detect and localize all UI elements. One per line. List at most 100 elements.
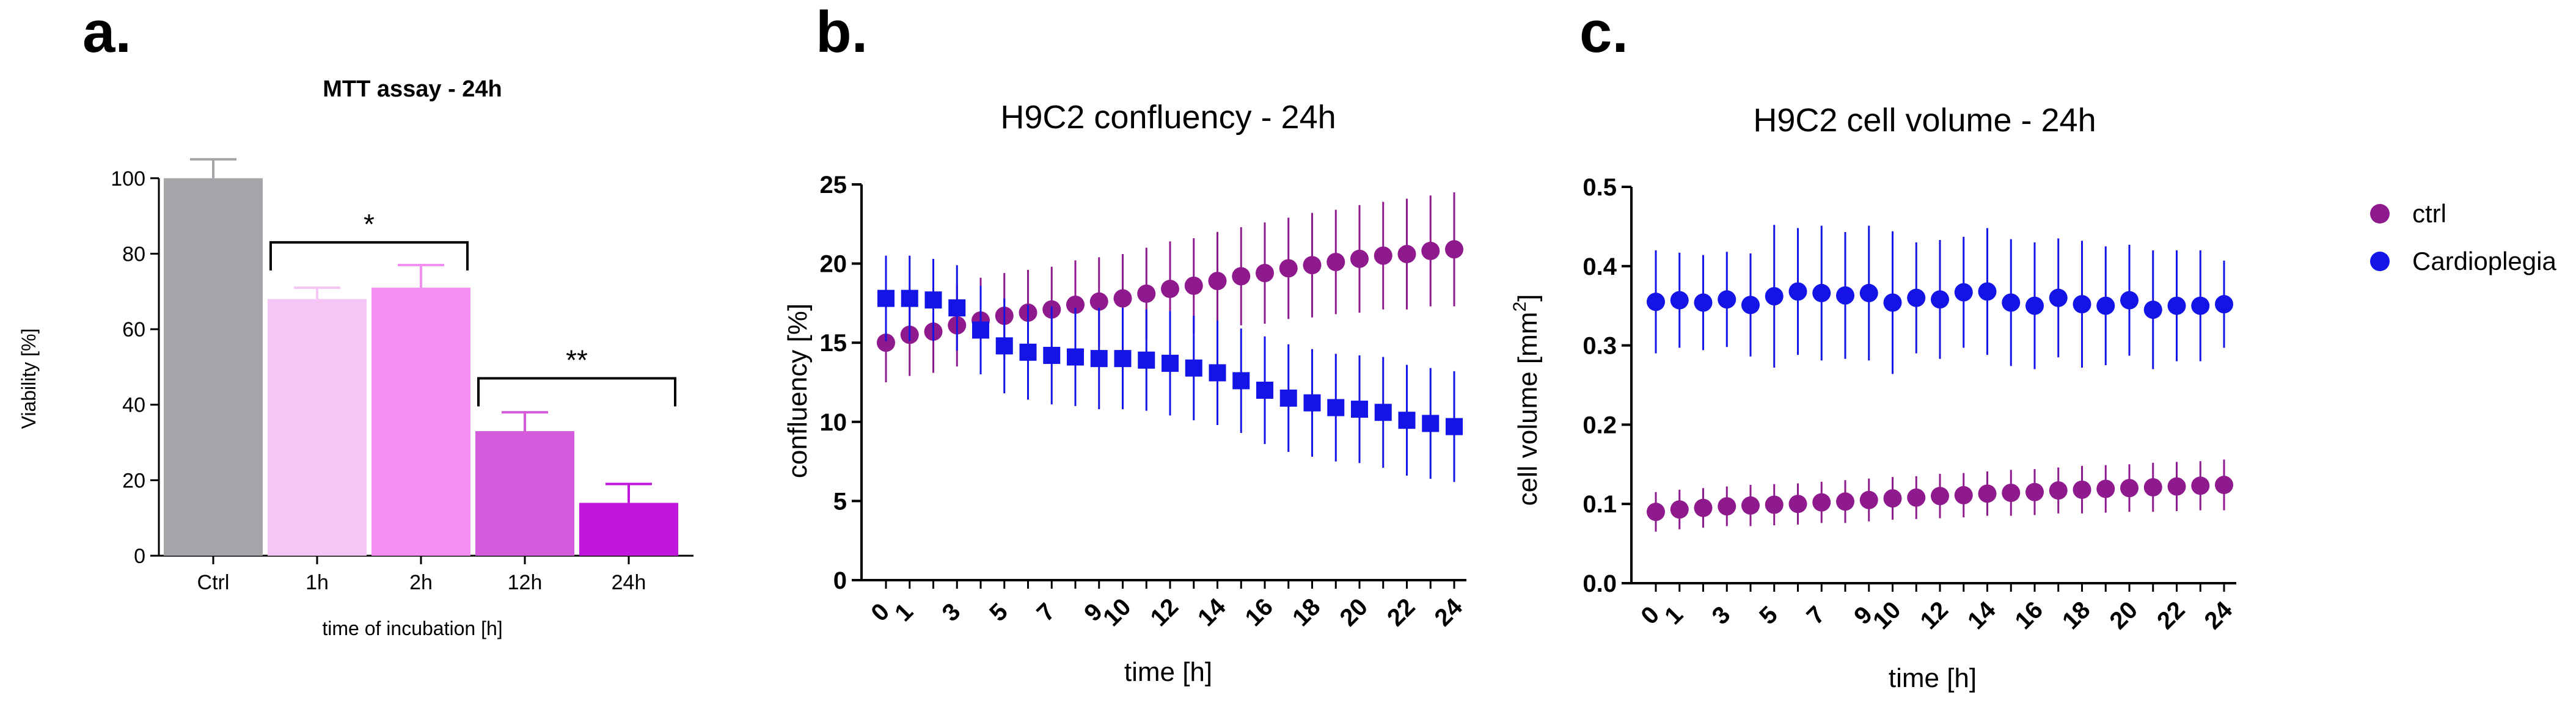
c-point bbox=[2191, 296, 2210, 315]
b-point bbox=[995, 337, 1013, 355]
chart-c-ylabel-main: cell volume [mm bbox=[1513, 312, 1543, 506]
b-x-tick-label: 7 bbox=[1032, 598, 1061, 627]
b-point bbox=[1232, 372, 1250, 390]
b-point bbox=[1185, 359, 1202, 377]
b-y-tick-label: 10 bbox=[820, 409, 847, 436]
chart-a-ylabel: Viability [%] bbox=[18, 329, 40, 429]
b-point bbox=[1374, 404, 1392, 421]
b-x-tick-label: 1 bbox=[890, 598, 918, 627]
c-point bbox=[1859, 490, 1878, 509]
c-point bbox=[1670, 500, 1689, 519]
b-point bbox=[1279, 389, 1297, 407]
bar bbox=[371, 288, 470, 556]
b-x-tick-label: 12 bbox=[1146, 594, 1184, 632]
c-point bbox=[2073, 480, 2091, 499]
c-point bbox=[1931, 290, 1949, 309]
c-point bbox=[2002, 293, 2021, 312]
c-point bbox=[1741, 496, 1760, 515]
a-y-tick-label: 100 bbox=[111, 167, 145, 191]
bar bbox=[579, 503, 678, 556]
c-point bbox=[1836, 492, 1854, 511]
b-x-tick-label: 22 bbox=[1382, 594, 1421, 632]
b-x-tick-label: 5 bbox=[984, 598, 1013, 627]
b-point bbox=[1445, 240, 1463, 259]
c-y-tick-label: 0.2 bbox=[1583, 412, 1617, 438]
c-point bbox=[1954, 485, 1973, 504]
b-point bbox=[1113, 289, 1132, 308]
b-point bbox=[1279, 259, 1298, 278]
b-point bbox=[1446, 418, 1463, 435]
legend-label-ctrl: ctrl bbox=[2412, 199, 2446, 228]
a-y-tick-label: 0 bbox=[134, 545, 145, 568]
legend-label-cardioplegia: Cardioplegia bbox=[2412, 247, 2556, 275]
b-point bbox=[1067, 348, 1084, 366]
c-point bbox=[2120, 291, 2139, 310]
b-point bbox=[948, 299, 966, 317]
b-point bbox=[1114, 350, 1132, 368]
chart-a: MTT assay - 24h Viability [%] time of in… bbox=[18, 76, 693, 639]
c-x-tick-label: 10 bbox=[1868, 597, 1906, 635]
b-y-tick-label: 5 bbox=[833, 488, 847, 515]
b-y-tick-label: 0 bbox=[833, 567, 847, 594]
chart-b-xlabel: time [h] bbox=[1124, 657, 1212, 687]
b-point bbox=[1350, 249, 1369, 268]
b-point bbox=[1374, 246, 1392, 265]
c-x-tick-label: 1 bbox=[1659, 601, 1688, 630]
c-x-tick-label: 18 bbox=[2057, 597, 2096, 635]
b-point bbox=[1303, 394, 1321, 412]
panel-letter-c: c. bbox=[1579, 0, 1628, 65]
b-point bbox=[1397, 245, 1416, 264]
panel-letter-b: b. bbox=[816, 0, 868, 65]
c-point bbox=[2215, 295, 2233, 314]
b-y-tick-label: 20 bbox=[820, 251, 847, 278]
c-point bbox=[1647, 293, 1665, 311]
c-point bbox=[1907, 488, 1926, 507]
b-point bbox=[1327, 399, 1345, 416]
c-x-tick-label: 3 bbox=[1707, 601, 1736, 630]
b-point bbox=[1162, 354, 1179, 372]
b-point bbox=[1208, 272, 1227, 291]
bar bbox=[475, 431, 574, 556]
c-point bbox=[2002, 484, 2021, 503]
c-point bbox=[1883, 293, 1902, 312]
significance-label: * bbox=[364, 208, 375, 240]
c-x-tick-label: 12 bbox=[1916, 597, 1954, 635]
b-x-tick-label: 3 bbox=[937, 598, 966, 627]
c-point bbox=[2167, 296, 2186, 315]
a-y-tick-label: 40 bbox=[122, 394, 145, 417]
c-x-tick-label: 22 bbox=[2152, 597, 2190, 635]
a-y-tick-label: 80 bbox=[122, 242, 145, 266]
c-point bbox=[1954, 283, 1973, 302]
c-point bbox=[1883, 489, 1902, 508]
b-y-tick-label: 15 bbox=[820, 330, 847, 357]
b-point bbox=[1209, 364, 1226, 382]
c-point bbox=[2167, 477, 2186, 496]
c-point bbox=[2073, 295, 2091, 314]
c-point bbox=[1694, 293, 1713, 312]
c-point bbox=[2096, 296, 2115, 315]
c-point bbox=[1978, 484, 1997, 503]
c-point bbox=[1694, 498, 1713, 517]
a-y-tick-label: 60 bbox=[122, 318, 145, 341]
panel-letter-a: a. bbox=[82, 0, 131, 65]
b-point bbox=[1256, 381, 1273, 399]
c-y-tick-label: 0.0 bbox=[1583, 570, 1617, 597]
c-point bbox=[1812, 283, 1831, 302]
chart-b-ylabel: confluency [%] bbox=[783, 304, 813, 478]
b-x-tick-label: 18 bbox=[1287, 594, 1326, 632]
b-x-tick-label: 14 bbox=[1193, 593, 1231, 631]
b-point bbox=[1138, 351, 1155, 369]
c-x-tick-label: 0 bbox=[1636, 601, 1664, 630]
legend-swatch-ctrl bbox=[2370, 204, 2390, 224]
c-point bbox=[1859, 283, 1878, 302]
b-point bbox=[1422, 415, 1440, 432]
chart-c-title: H9C2 cell volume - 24h bbox=[1753, 102, 2096, 139]
b-x-tick-label: 10 bbox=[1098, 594, 1136, 632]
c-point bbox=[2025, 296, 2044, 315]
c-x-tick-label: 24 bbox=[2200, 596, 2238, 634]
chart-b-title: H9C2 confluency - 24h bbox=[1000, 99, 1336, 136]
b-point bbox=[1232, 267, 1251, 286]
a-x-tick-label: Ctrl bbox=[197, 571, 230, 594]
b-point bbox=[1043, 346, 1061, 364]
b-point bbox=[1398, 412, 1416, 429]
